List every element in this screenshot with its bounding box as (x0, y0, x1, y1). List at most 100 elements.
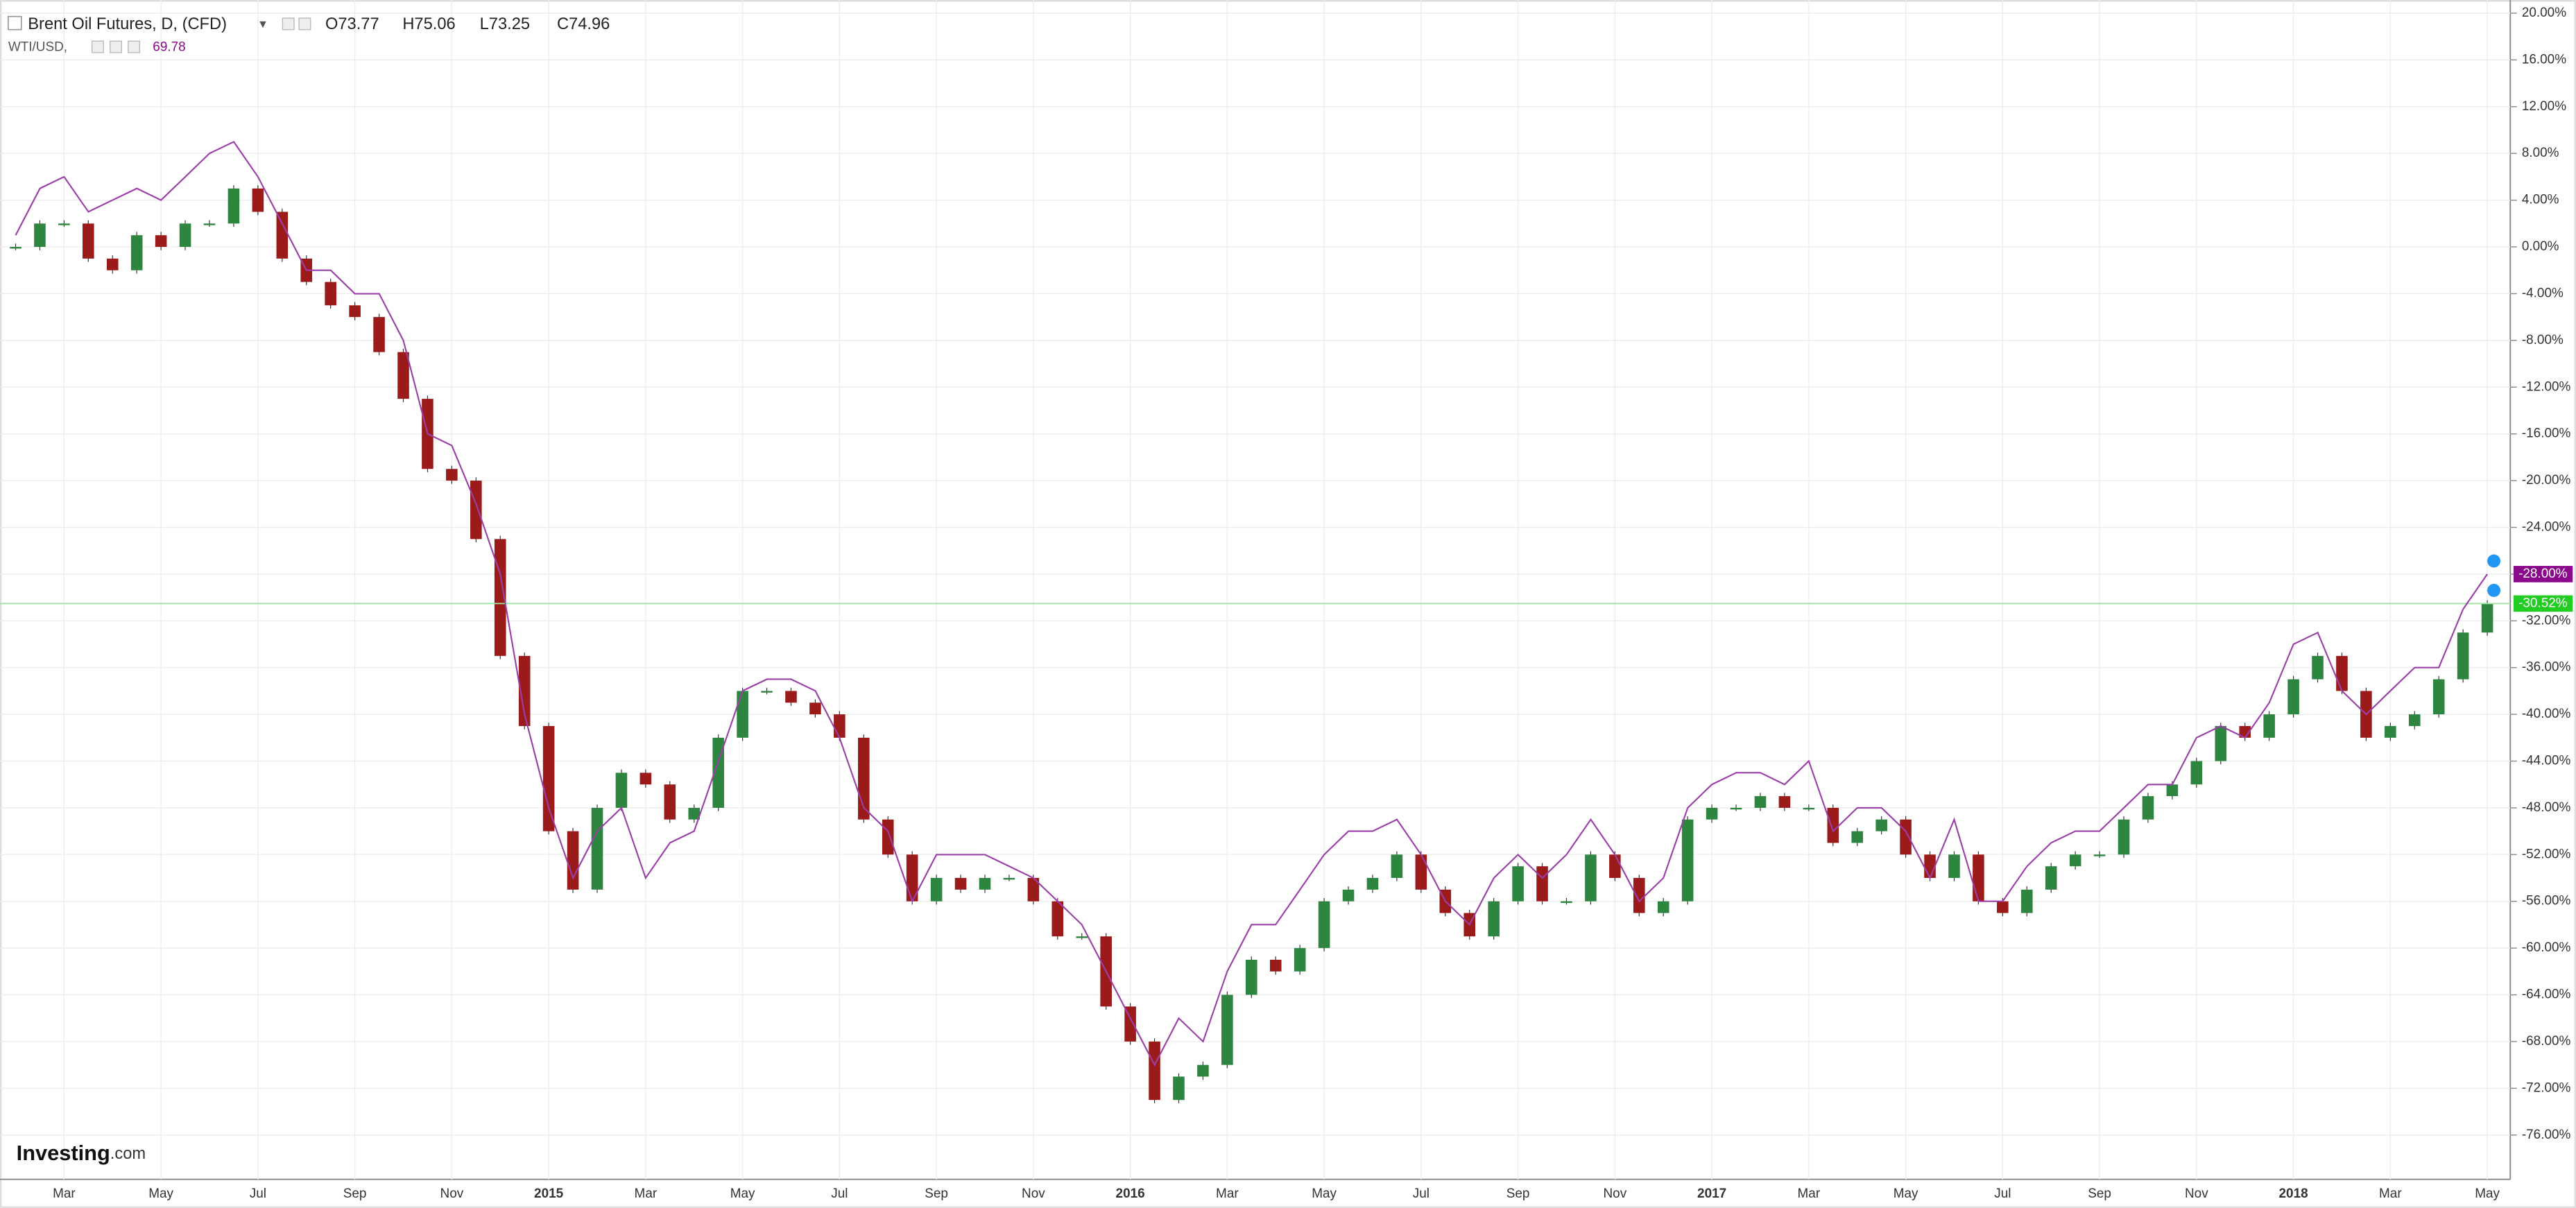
labels: 20.00% 16.00% 12.00% 8.00% 4.00% 0.00% -4.00% -… (53, 6, 2573, 1201)
bar (1415, 854, 1427, 890)
bar (1706, 807, 1718, 820)
bar (615, 773, 628, 808)
bar (2457, 632, 2469, 680)
x-tick-label: Jul (250, 1187, 266, 1201)
bar (1366, 878, 1379, 890)
bar (1027, 878, 1040, 901)
bar (155, 235, 167, 248)
bar (1924, 854, 1936, 879)
bar (2287, 679, 2299, 715)
y-tick-label: -20.00% (2522, 473, 2571, 487)
bar (1342, 889, 1355, 901)
bar (1997, 901, 2009, 913)
ohlc-close: C74.96 (557, 15, 610, 33)
compare-settings[interactable] (91, 40, 104, 53)
bar (2020, 889, 2033, 913)
bar (688, 807, 701, 820)
compare-hide[interactable] (109, 40, 122, 53)
bar (2432, 679, 2445, 715)
x-tick-label: Mar (53, 1187, 76, 1201)
bar (83, 223, 94, 259)
y-tick-label: -32.00% (2522, 613, 2571, 628)
marks (0, 141, 2511, 1103)
x-tick-label: Jul (831, 1187, 848, 1201)
bar (1948, 854, 1960, 879)
y-tick-label: -16.00% (2522, 426, 2571, 441)
bar (179, 223, 191, 248)
last-value-label: -30.52% (2518, 596, 2568, 610)
bar (882, 819, 894, 855)
bar (1681, 819, 1694, 901)
bar (106, 258, 119, 270)
bar (470, 481, 482, 540)
y-tick-label: -72.00% (2522, 1080, 2571, 1095)
y-tick-label: -56.00% (2522, 894, 2571, 908)
x-tick-label: Sep (343, 1187, 367, 1201)
bar (2385, 725, 2396, 738)
bar (1778, 796, 1791, 808)
hide-icon[interactable] (298, 17, 311, 31)
ohlc-open: O73.77 (325, 15, 379, 33)
x-tick-label: May (148, 1187, 173, 1201)
y-tick-label: -76.00% (2522, 1128, 2571, 1142)
line (15, 141, 2488, 1067)
x-tick-label: Mar (635, 1187, 658, 1201)
settings-icon[interactable] (282, 17, 295, 31)
bar (1488, 901, 1500, 937)
compare-value: 69.78 (153, 40, 185, 55)
ohlc-high: H75.06 (402, 15, 455, 33)
bar (639, 773, 652, 785)
bar (567, 831, 579, 890)
bar (276, 212, 289, 259)
bar (130, 235, 143, 270)
bar (373, 317, 385, 352)
y-tick-label: -12.00% (2522, 379, 2571, 394)
x-tick-label: May (1894, 1187, 1918, 1201)
bar (1875, 819, 1887, 831)
bar (785, 691, 797, 703)
bar (1221, 994, 1233, 1065)
bar (1803, 807, 1815, 810)
bar (664, 784, 676, 820)
bar (1730, 807, 1742, 810)
last-value-label: -28.00% (2518, 567, 2568, 581)
bar (1851, 831, 1864, 843)
event-marker (2487, 583, 2501, 597)
chart-title: Brent Oil Futures, D, (CFD) (28, 15, 227, 33)
bar (2142, 796, 2154, 820)
bar (1124, 1006, 1136, 1042)
bar (2312, 655, 2324, 680)
bar (1633, 878, 1645, 913)
x-tick-label: Mar (1798, 1187, 1821, 1201)
x-tick-label: Mar (2379, 1187, 2402, 1201)
bar (10, 247, 22, 249)
event-marker (2487, 554, 2501, 568)
y-tick-label: 0.00% (2522, 239, 2559, 254)
x-tick-label: Sep (1506, 1187, 1530, 1201)
x-tick-label: May (2475, 1187, 2500, 1201)
x-tick-label: May (730, 1187, 755, 1201)
y-tick-label: -60.00% (2522, 940, 2571, 955)
bar (1754, 796, 1767, 808)
bar (2481, 603, 2493, 633)
bar (954, 878, 967, 890)
dropdown-icon[interactable]: ▾ (259, 17, 266, 32)
bar (906, 854, 918, 901)
y-tick-label: -48.00% (2522, 800, 2571, 815)
bar (494, 539, 506, 656)
compare-remove[interactable] (128, 40, 141, 53)
bar (1076, 936, 1088, 938)
bar (1900, 819, 1912, 855)
bar (349, 305, 361, 318)
bar (325, 282, 336, 306)
bar (737, 691, 748, 738)
bar (34, 223, 46, 248)
bar (1246, 959, 1257, 995)
bar (1827, 807, 1839, 843)
last-value-badge (2513, 595, 2573, 612)
collapse-icon[interactable] (8, 15, 22, 31)
x-tick-label: Jul (1413, 1187, 1429, 1201)
bar (446, 469, 458, 481)
x-tick-label: 2018 (2279, 1187, 2308, 1201)
bar (809, 702, 821, 715)
